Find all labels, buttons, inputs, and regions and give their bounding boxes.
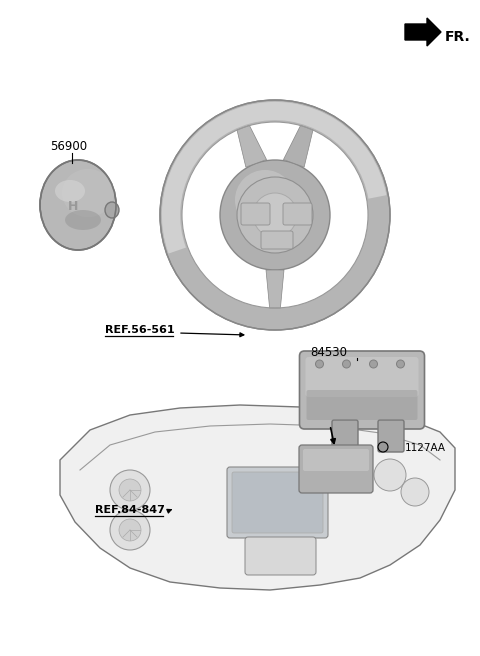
Polygon shape bbox=[60, 405, 455, 590]
Polygon shape bbox=[405, 18, 441, 46]
Circle shape bbox=[401, 478, 429, 506]
Polygon shape bbox=[237, 125, 266, 167]
FancyBboxPatch shape bbox=[300, 351, 424, 429]
Text: 56900: 56900 bbox=[50, 140, 87, 154]
FancyBboxPatch shape bbox=[227, 467, 328, 538]
Circle shape bbox=[343, 360, 350, 368]
Text: FR.: FR. bbox=[445, 30, 471, 44]
Text: 84530: 84530 bbox=[310, 346, 347, 358]
Ellipse shape bbox=[105, 202, 119, 218]
Circle shape bbox=[374, 459, 406, 491]
Text: H: H bbox=[68, 201, 78, 213]
Text: 1127AA: 1127AA bbox=[405, 443, 446, 453]
FancyBboxPatch shape bbox=[283, 203, 312, 225]
Circle shape bbox=[119, 479, 141, 501]
Circle shape bbox=[110, 470, 150, 510]
Circle shape bbox=[237, 177, 313, 253]
Circle shape bbox=[370, 360, 377, 368]
FancyBboxPatch shape bbox=[307, 390, 418, 420]
FancyBboxPatch shape bbox=[305, 357, 419, 397]
Circle shape bbox=[119, 519, 141, 541]
Ellipse shape bbox=[40, 160, 116, 250]
Circle shape bbox=[220, 160, 330, 270]
FancyBboxPatch shape bbox=[332, 420, 358, 452]
Circle shape bbox=[182, 122, 368, 308]
FancyBboxPatch shape bbox=[299, 445, 373, 493]
Polygon shape bbox=[284, 125, 313, 167]
Polygon shape bbox=[266, 270, 284, 308]
FancyBboxPatch shape bbox=[303, 449, 369, 471]
Circle shape bbox=[110, 510, 150, 550]
Ellipse shape bbox=[62, 169, 114, 217]
Text: REF.84-847: REF.84-847 bbox=[95, 505, 165, 515]
Text: REF.56-561: REF.56-561 bbox=[105, 325, 175, 335]
Ellipse shape bbox=[65, 210, 101, 230]
Circle shape bbox=[396, 360, 405, 368]
Ellipse shape bbox=[55, 180, 85, 202]
Circle shape bbox=[235, 170, 295, 230]
FancyBboxPatch shape bbox=[232, 472, 323, 533]
FancyBboxPatch shape bbox=[241, 203, 270, 225]
FancyBboxPatch shape bbox=[261, 231, 293, 249]
Circle shape bbox=[315, 360, 324, 368]
FancyBboxPatch shape bbox=[245, 537, 316, 575]
Circle shape bbox=[160, 100, 390, 330]
FancyBboxPatch shape bbox=[378, 420, 404, 452]
Circle shape bbox=[378, 442, 388, 452]
Circle shape bbox=[253, 193, 297, 237]
